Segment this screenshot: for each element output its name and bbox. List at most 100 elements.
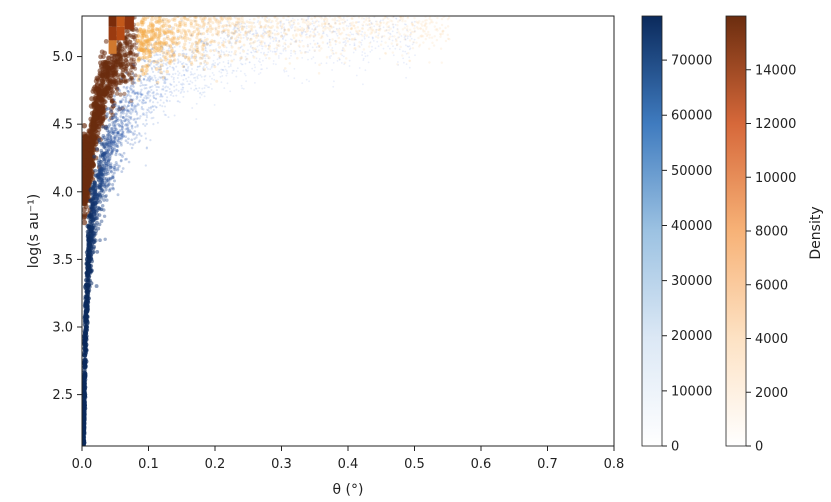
blue-density-point — [345, 42, 347, 44]
orange-density-point — [132, 61, 137, 67]
orange-density-point — [137, 29, 142, 34]
blue-density-point — [182, 78, 185, 81]
blue-density-point — [142, 122, 145, 126]
orange-density-point — [292, 49, 296, 53]
orange-density-point — [203, 16, 207, 19]
orange-density-point — [404, 1, 406, 3]
blue-density-point — [145, 86, 148, 90]
orange-density-point — [203, 60, 207, 64]
orange-density-point — [281, 6, 284, 9]
orange-density-point — [412, 30, 415, 34]
orange-density-point — [136, 33, 141, 38]
orange-density-point — [400, 10, 402, 12]
orange-density-point — [302, 18, 306, 22]
orange-density-point — [172, 37, 176, 41]
blue-density-point — [215, 17, 218, 20]
blue-density-point — [308, 49, 311, 52]
blue-density-point — [162, 48, 165, 51]
orange-density-point — [124, 29, 130, 34]
orange-density-point — [319, 36, 323, 40]
blue-density-point — [279, 21, 281, 23]
orange-density-point — [201, 47, 205, 51]
orange-density-point — [133, 66, 138, 71]
blue-density-point — [328, 39, 331, 41]
blue-density-point — [209, 83, 212, 85]
orange-density-point — [252, 17, 256, 21]
orange-density-point — [292, 36, 296, 40]
orange-density-point — [196, 41, 200, 45]
blue-density-point — [203, 55, 206, 58]
blue-density-point — [80, 488, 85, 493]
orange-density-point — [207, 17, 211, 21]
orange-density-point — [399, 4, 401, 6]
blue-density-point — [143, 60, 147, 63]
orange-density-point — [139, 68, 144, 73]
orange-density-point — [446, 13, 448, 15]
orange-density-point — [314, 27, 317, 30]
orange-density-point — [218, 9, 221, 12]
orange-density-point — [203, 22, 207, 26]
blue-density-point — [212, 74, 215, 76]
orange-density-point — [166, 30, 170, 34]
blue-density-point — [80, 449, 85, 454]
blue-density-point — [85, 279, 90, 284]
orange-density-point — [148, 23, 153, 28]
blue-density-point — [197, 74, 200, 77]
blue-density-point — [353, 42, 356, 45]
blue-density-point — [360, 41, 362, 44]
blue-density-point — [399, 40, 402, 43]
orange-density-point — [206, 22, 210, 26]
orange-density-point — [119, 63, 124, 68]
orange-density-point — [162, 55, 166, 59]
blue-density-point — [269, 37, 272, 40]
blue-density-point — [227, 62, 230, 65]
orange-density-point — [393, 35, 396, 38]
blue-density-point — [117, 164, 121, 168]
orange-density-point — [153, 34, 158, 38]
orange-density-point — [251, 46, 255, 50]
orange-density-point — [180, 36, 185, 40]
blue-density-point — [373, 25, 376, 28]
orange-density-point — [222, 29, 226, 33]
blue-density-point — [199, 38, 202, 40]
orange-density-point — [208, 10, 211, 13]
orange-density-point — [154, 26, 159, 31]
orange-density-point — [411, 22, 414, 26]
orange-density-point — [317, 72, 321, 75]
blue-density-point — [287, 11, 289, 13]
orange-density-point — [143, 17, 148, 22]
orange-density-point — [131, 32, 136, 37]
orange-density-point — [353, 38, 356, 41]
orange-density-point — [338, 28, 341, 31]
orange-density-point — [225, 9, 228, 12]
orange-density-point — [189, 21, 194, 26]
blue-density-point — [338, 27, 341, 30]
orange-density-point — [208, 23, 212, 28]
blue-density-point — [212, 62, 215, 65]
orange-density-point — [242, 49, 246, 53]
blue-density-point — [113, 179, 116, 183]
orange-density-point — [310, 17, 313, 20]
blue-density-point — [220, 49, 223, 52]
blue-density-point — [406, 45, 409, 48]
orange-density-point — [339, 3, 342, 6]
blue-density-point — [225, 70, 228, 72]
orange-density-point — [202, 13, 205, 16]
orange-density-point — [171, 41, 176, 46]
blue-density-point — [165, 36, 168, 39]
blue-density-point — [336, 19, 338, 22]
orange-density-point — [151, 46, 156, 51]
orange-density-point — [302, 45, 305, 48]
blue-density-point — [220, 50, 223, 53]
orange-density-point — [209, 17, 213, 21]
blue-density-point — [248, 32, 251, 35]
orange-density-point — [364, 4, 367, 7]
blue-density-point — [263, 51, 266, 54]
blue-density-point — [394, 23, 397, 26]
blue-density-point — [203, 36, 206, 39]
blue-density-point — [299, 14, 301, 16]
orange-density-point — [242, 21, 246, 25]
orange-density-point — [152, 49, 156, 54]
orange-density-point — [130, 43, 135, 48]
orange-density-point — [122, 49, 127, 54]
